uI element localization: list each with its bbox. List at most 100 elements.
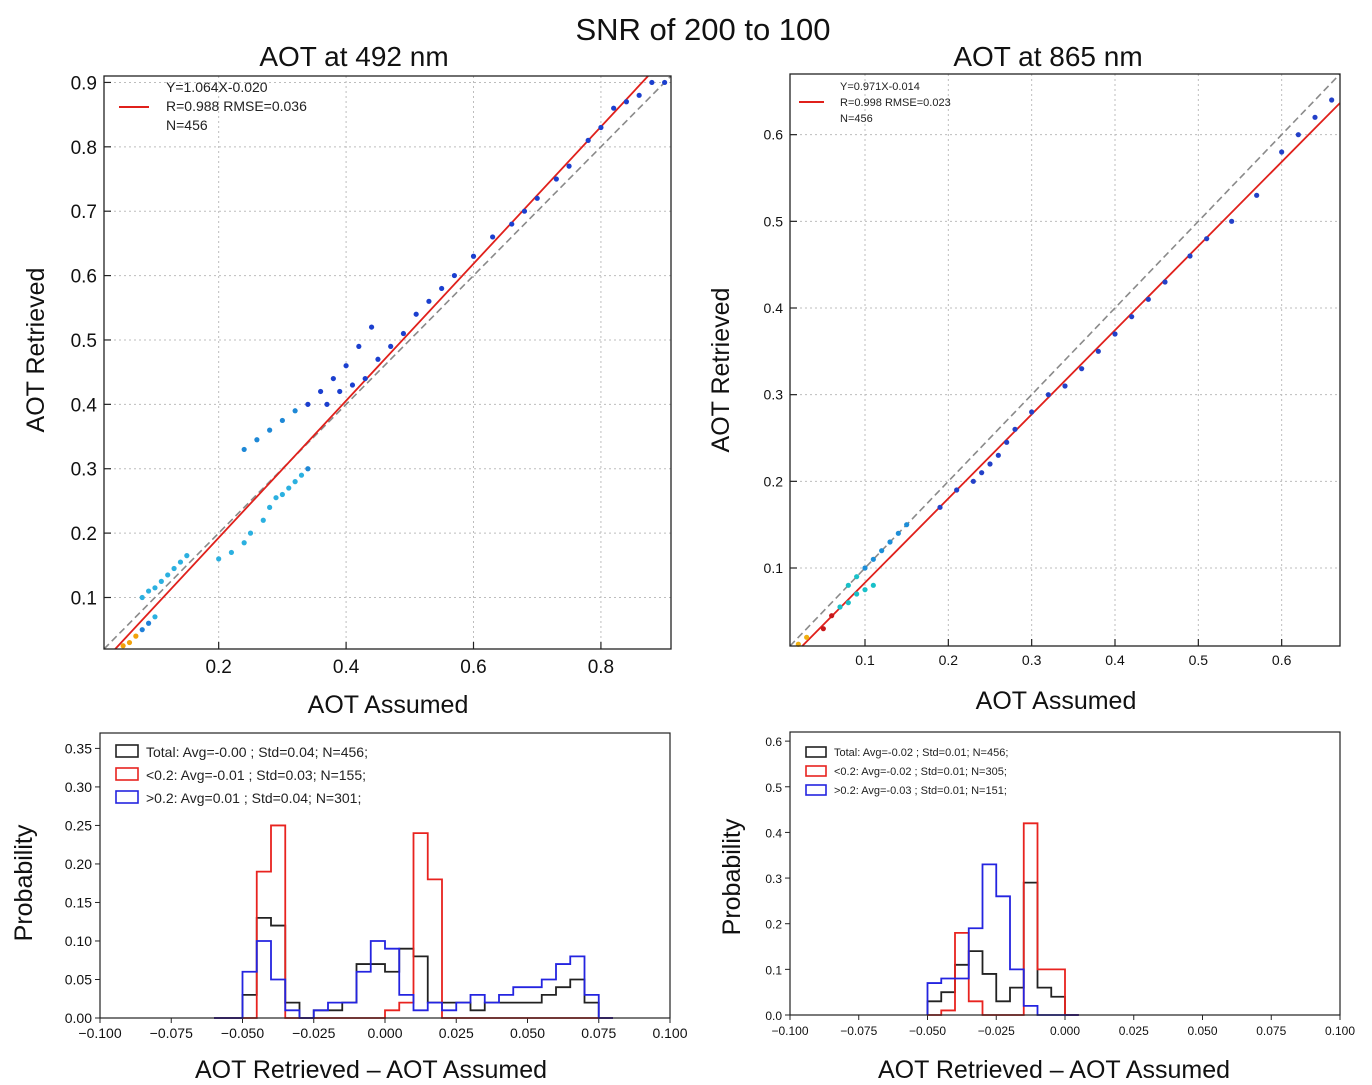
data-point	[1162, 279, 1168, 285]
hist-492-panel: AOT Retrieved – AOT Assumed Probability …	[10, 732, 688, 1084]
data-point	[171, 565, 177, 572]
data-point	[509, 221, 515, 227]
y-tick-label: 0.5	[765, 781, 782, 795]
data-point	[1254, 192, 1260, 198]
data-point	[804, 634, 810, 640]
data-point	[1129, 314, 1135, 320]
legend-entry: Total: Avg=-0.02 ; Std=0.01; N=456;	[834, 747, 1008, 759]
x-tick-label: 0.2	[939, 652, 959, 668]
hist-492-ylabel: Probability	[10, 824, 38, 941]
data-point	[228, 549, 235, 556]
x-tick-label: 0.050	[1187, 1024, 1217, 1038]
data-point	[829, 613, 835, 619]
x-tick-label: −0.075	[840, 1024, 877, 1038]
data-point	[337, 388, 343, 395]
legend-entry: <0.2: Avg=-0.01 ; Std=0.03; N=155;	[146, 767, 366, 783]
hist-series-1	[214, 824, 613, 1019]
data-point	[362, 375, 368, 382]
fit-line	[801, 102, 1341, 647]
data-point	[1029, 409, 1035, 415]
y-tick-label: 0.3	[765, 872, 782, 886]
hist-492-xlabel: AOT Retrieved – AOT Assumed	[195, 1056, 547, 1084]
y-tick-label: 0.2	[71, 524, 97, 545]
data-point	[439, 285, 445, 292]
data-point	[662, 79, 668, 86]
y-tick-label: 0.1	[765, 963, 782, 977]
x-tick-label: 0.025	[1119, 1024, 1149, 1038]
legend-entry: Total: Avg=-0.00 ; Std=0.04; N=456;	[146, 744, 368, 760]
data-point	[413, 311, 419, 317]
x-tick-label: 0.6	[1272, 652, 1292, 668]
x-tick-label: 0.100	[652, 1025, 687, 1041]
data-point	[400, 330, 407, 337]
legend-annotation: N=456	[840, 113, 873, 125]
data-point	[954, 487, 960, 493]
data-point	[854, 591, 860, 597]
data-point	[534, 195, 540, 201]
data-point	[1012, 426, 1018, 432]
data-point	[845, 582, 851, 588]
data-point	[490, 234, 496, 240]
data-point	[854, 574, 860, 580]
plot-frame	[789, 73, 1341, 647]
data-point	[521, 208, 528, 214]
data-point	[273, 495, 279, 501]
data-point	[1229, 218, 1235, 224]
data-point	[305, 401, 311, 407]
x-tick-label: 0.000	[367, 1025, 402, 1041]
scatter-865-title: AOT at 865 nm	[953, 41, 1142, 72]
data-point	[845, 600, 851, 606]
data-point	[937, 504, 943, 510]
suptitle: SNR of 200 to 100	[575, 12, 830, 47]
data-point	[139, 594, 145, 601]
y-tick-label: 0.4	[765, 826, 782, 840]
plot-frame	[103, 75, 672, 650]
data-point	[1079, 366, 1085, 372]
data-point	[286, 485, 292, 491]
y-tick-label: 0.3	[764, 387, 784, 403]
y-tick-label: 0.35	[65, 740, 92, 756]
x-tick-label: 0.5	[1189, 652, 1209, 668]
legend-swatch	[115, 767, 139, 781]
scatter-492-panel: AOT at 492 nm AOT Assumed AOT Retrieved …	[22, 41, 672, 719]
hist-865-xlabel: AOT Retrieved – AOT Assumed	[878, 1056, 1230, 1084]
x-tick-label: 0.3	[1022, 652, 1042, 668]
data-point	[216, 556, 222, 562]
x-tick-label: −0.025	[292, 1025, 335, 1041]
y-tick-label: 0.5	[71, 331, 97, 352]
x-tick-label: 0.075	[1256, 1024, 1286, 1038]
data-point	[585, 137, 591, 143]
legend-swatch	[805, 765, 827, 777]
y-tick-label: 0.30	[65, 779, 92, 795]
data-point	[1062, 383, 1068, 389]
x-tick-label: 0.4	[1105, 652, 1125, 668]
y-tick-label: 0.3	[71, 460, 97, 481]
data-point	[177, 559, 184, 565]
scatter-865-ylabel: AOT Retrieved	[707, 288, 735, 453]
legend-entry: >0.2: Avg=-0.03 ; Std=0.01; N=151;	[834, 785, 1007, 797]
data-point	[870, 582, 876, 588]
y-tick-label: 0.15	[65, 894, 92, 910]
scatter-865-xlabel: AOT Assumed	[976, 687, 1137, 715]
hist-series-0	[214, 916, 613, 1019]
y-tick-label: 0.5	[764, 213, 784, 229]
y-tick-label: 0.0	[765, 1009, 782, 1023]
data-point	[388, 343, 394, 350]
data-point	[887, 539, 893, 545]
x-tick-label: −0.100	[78, 1025, 121, 1041]
legend-swatch	[805, 784, 827, 796]
data-point	[553, 176, 559, 182]
data-point	[139, 627, 145, 633]
data-point	[324, 401, 330, 407]
x-tick-label: −0.050	[909, 1024, 946, 1038]
data-point	[145, 588, 152, 594]
data-point	[837, 604, 843, 610]
data-point	[1329, 97, 1335, 103]
x-tick-label: 0.1	[855, 652, 875, 668]
data-point	[566, 163, 572, 169]
legend-annotation: Y=0.971X-0.014	[840, 81, 920, 93]
data-point	[611, 105, 617, 111]
data-point	[126, 639, 133, 646]
data-point	[120, 643, 126, 649]
x-tick-label: 0.100	[1325, 1024, 1355, 1038]
